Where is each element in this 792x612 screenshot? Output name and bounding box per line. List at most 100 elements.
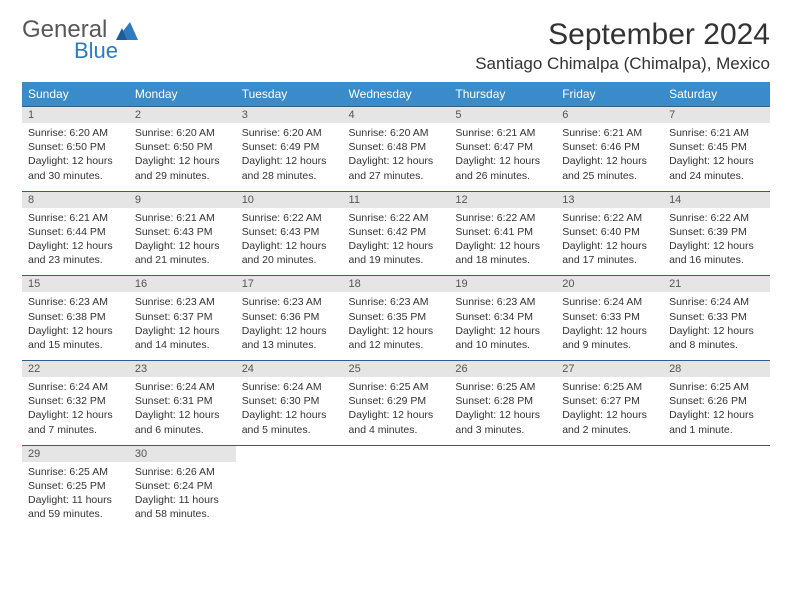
day-number: 3 [236,107,343,123]
calendar-header-row: Sunday Monday Tuesday Wednesday Thursday… [22,82,770,107]
daylight-line: Daylight: 12 hours and 24 minutes. [669,154,764,182]
day-details: Sunrise: 6:25 AMSunset: 6:28 PMDaylight:… [449,377,556,445]
day-number: 21 [663,276,770,292]
sunrise-line: Sunrise: 6:24 AM [242,380,337,394]
calendar-cell [556,445,663,529]
sunset-line: Sunset: 6:28 PM [455,394,550,408]
day-details: Sunrise: 6:26 AMSunset: 6:24 PMDaylight:… [129,462,236,530]
day-header-sunday: Sunday [22,82,129,107]
calendar-cell [343,445,450,529]
calendar-week-row: 8Sunrise: 6:21 AMSunset: 6:44 PMDaylight… [22,191,770,276]
day-details: Sunrise: 6:22 AMSunset: 6:39 PMDaylight:… [663,208,770,276]
sunset-line: Sunset: 6:46 PM [562,140,657,154]
day-number: 10 [236,192,343,208]
sunset-line: Sunset: 6:24 PM [135,479,230,493]
sunrise-line: Sunrise: 6:21 AM [135,211,230,225]
sunrise-line: Sunrise: 6:23 AM [135,295,230,309]
daylight-line: Daylight: 12 hours and 10 minutes. [455,324,550,352]
day-details: Sunrise: 6:25 AMSunset: 6:29 PMDaylight:… [343,377,450,445]
calendar-cell: 3 Sunrise: 6:20 AMSunset: 6:49 PMDaylight… [236,107,343,192]
sunrise-line: Sunrise: 6:20 AM [242,126,337,140]
day-number: 30 [129,446,236,462]
day-header-saturday: Saturday [663,82,770,107]
calendar-cell: 21Sunrise: 6:24 AMSunset: 6:33 PMDayligh… [663,276,770,361]
daylight-line: Daylight: 12 hours and 21 minutes. [135,239,230,267]
sunrise-line: Sunrise: 6:24 AM [562,295,657,309]
sunrise-line: Sunrise: 6:20 AM [349,126,444,140]
day-number: 13 [556,192,663,208]
daylight-line: Daylight: 12 hours and 20 minutes. [242,239,337,267]
day-header-friday: Friday [556,82,663,107]
calendar-cell: 30Sunrise: 6:26 AMSunset: 6:24 PMDayligh… [129,445,236,529]
day-number: 28 [663,361,770,377]
daylight-line: Daylight: 12 hours and 26 minutes. [455,154,550,182]
day-number: 18 [343,276,450,292]
day-number: 6 [556,107,663,123]
sunset-line: Sunset: 6:50 PM [28,140,123,154]
sunset-line: Sunset: 6:37 PM [135,310,230,324]
calendar-week-row: 1Sunrise: 6:20 AMSunset: 6:50 PMDaylight… [22,107,770,192]
day-details: Sunrise: 6:25 AMSunset: 6:27 PMDaylight:… [556,377,663,445]
day-details: Sunrise: 6:24 AMSunset: 6:30 PMDaylight:… [236,377,343,445]
sunset-line: Sunset: 6:49 PM [242,140,337,154]
sunset-line: Sunset: 6:33 PM [562,310,657,324]
day-number: 19 [449,276,556,292]
calendar-cell: 23Sunrise: 6:24 AMSunset: 6:31 PMDayligh… [129,361,236,446]
daylight-line: Daylight: 11 hours and 59 minutes. [28,493,123,521]
day-details: Sunrise: 6:24 AMSunset: 6:32 PMDaylight:… [22,377,129,445]
daylight-line: Daylight: 12 hours and 12 minutes. [349,324,444,352]
calendar-table: Sunday Monday Tuesday Wednesday Thursday… [22,82,770,529]
day-details: Sunrise: 6:23 AMSunset: 6:38 PMDaylight:… [22,292,129,360]
sunset-line: Sunset: 6:35 PM [349,310,444,324]
day-details: Sunrise: 6:22 AMSunset: 6:43 PMDaylight:… [236,208,343,276]
calendar-cell: 7Sunrise: 6:21 AMSunset: 6:45 PMDaylight… [663,107,770,192]
calendar-cell: 28Sunrise: 6:25 AMSunset: 6:26 PMDayligh… [663,361,770,446]
day-details: Sunrise: 6:24 AMSunset: 6:33 PMDaylight:… [663,292,770,360]
daylight-line: Daylight: 12 hours and 23 minutes. [28,239,123,267]
daylight-line: Daylight: 12 hours and 1 minute. [669,408,764,436]
day-details: Sunrise: 6:23 AMSunset: 6:34 PMDaylight:… [449,292,556,360]
daylight-line: Daylight: 12 hours and 5 minutes. [242,408,337,436]
sunrise-line: Sunrise: 6:20 AM [135,126,230,140]
sunrise-line: Sunrise: 6:21 AM [28,211,123,225]
daylight-line: Daylight: 12 hours and 16 minutes. [669,239,764,267]
brand-logo: General Blue [22,18,138,62]
calendar-week-row: 22Sunrise: 6:24 AMSunset: 6:32 PMDayligh… [22,361,770,446]
day-details: Sunrise: 6:20 AMSunset: 6:48 PMDaylight:… [343,123,450,191]
page-title: September 2024 [475,18,770,52]
day-number: 14 [663,192,770,208]
day-number: 17 [236,276,343,292]
sunset-line: Sunset: 6:40 PM [562,225,657,239]
day-number: 25 [343,361,450,377]
daylight-line: Daylight: 12 hours and 28 minutes. [242,154,337,182]
sunset-line: Sunset: 6:32 PM [28,394,123,408]
calendar-cell: 6Sunrise: 6:21 AMSunset: 6:46 PMDaylight… [556,107,663,192]
day-number: 7 [663,107,770,123]
day-details: Sunrise: 6:25 AMSunset: 6:25 PMDaylight:… [22,462,129,530]
sunrise-line: Sunrise: 6:26 AM [135,465,230,479]
sunset-line: Sunset: 6:25 PM [28,479,123,493]
sunset-line: Sunset: 6:30 PM [242,394,337,408]
sunrise-line: Sunrise: 6:24 AM [669,295,764,309]
calendar-cell: 14Sunrise: 6:22 AMSunset: 6:39 PMDayligh… [663,191,770,276]
daylight-line: Daylight: 12 hours and 2 minutes. [562,408,657,436]
header: General Blue September 2024 Santiago Chi… [22,18,770,74]
day-number: 11 [343,192,450,208]
daylight-line: Daylight: 12 hours and 19 minutes. [349,239,444,267]
day-number: 9 [129,192,236,208]
day-details: Sunrise: 6:22 AMSunset: 6:41 PMDaylight:… [449,208,556,276]
day-details: Sunrise: 6:21 AMSunset: 6:44 PMDaylight:… [22,208,129,276]
brand-mark-icon [116,21,138,39]
sunrise-line: Sunrise: 6:25 AM [349,380,444,394]
daylight-line: Daylight: 12 hours and 15 minutes. [28,324,123,352]
calendar-cell: 9Sunrise: 6:21 AMSunset: 6:43 PMDaylight… [129,191,236,276]
sunset-line: Sunset: 6:34 PM [455,310,550,324]
sunset-line: Sunset: 6:29 PM [349,394,444,408]
sunset-line: Sunset: 6:26 PM [669,394,764,408]
daylight-line: Daylight: 12 hours and 17 minutes. [562,239,657,267]
sunset-line: Sunset: 6:27 PM [562,394,657,408]
day-header-monday: Monday [129,82,236,107]
day-number: 5 [449,107,556,123]
day-details: Sunrise: 6:23 AMSunset: 6:36 PMDaylight:… [236,292,343,360]
day-number: 29 [22,446,129,462]
